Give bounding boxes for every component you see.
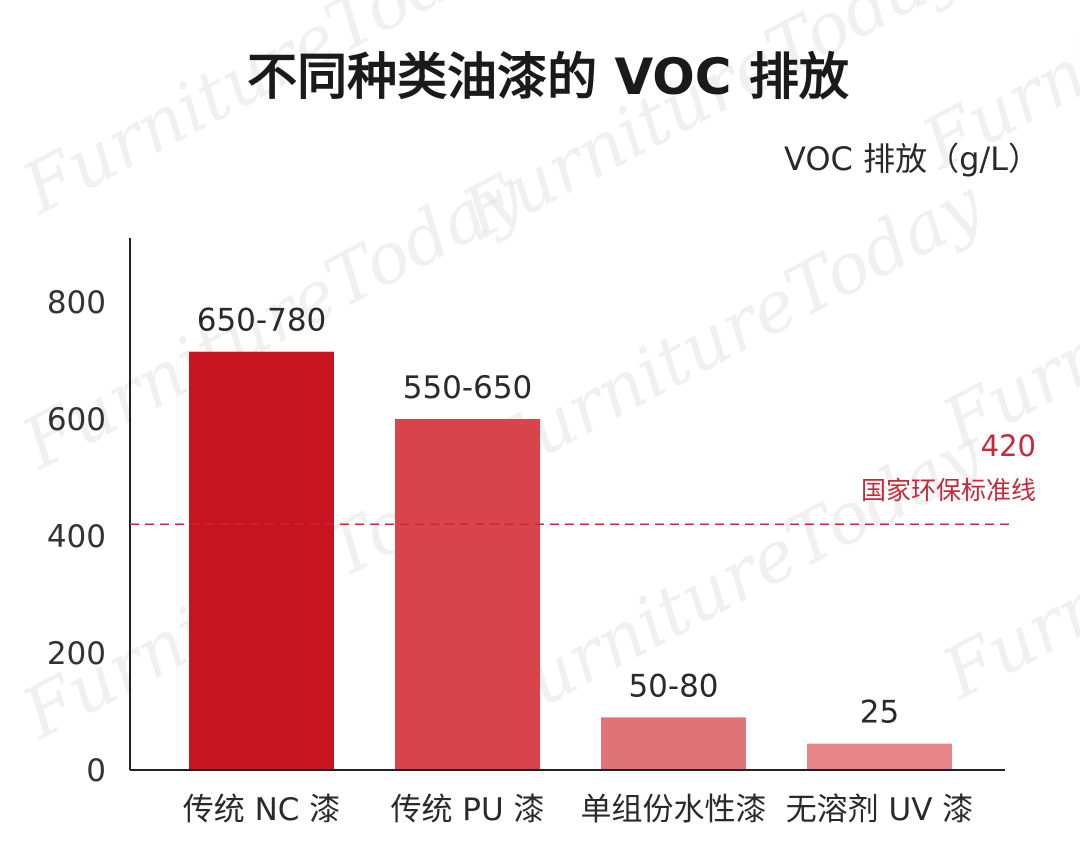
data-label: 550-650 [403, 370, 533, 406]
bar [395, 419, 540, 770]
x-category-label: 单组份水性漆 [581, 792, 767, 828]
y-tick-label: 600 [47, 402, 106, 438]
reference-line-label: 国家环保标准线 [861, 476, 1036, 505]
x-category-label: 传统 NC 漆 [183, 792, 341, 828]
y-axis-unit-label: VOC 排放（g/L） [784, 140, 1040, 178]
bar [189, 351, 334, 770]
reference-line-value: 420 [981, 429, 1036, 463]
y-tick-label: 800 [47, 285, 106, 321]
chart-title: 不同种类油漆的 VOC 排放 [247, 48, 849, 106]
y-tick-label: 400 [47, 519, 106, 555]
bar [601, 717, 746, 770]
x-category-label: 无溶剂 UV 漆 [786, 792, 974, 828]
y-tick-label: 200 [47, 636, 106, 672]
y-tick-label: 0 [86, 753, 106, 789]
data-label: 50-80 [628, 668, 718, 704]
plot-area: 0 200 400 600 800 650-780 传统 NC 漆 550-650 传统 PU … [47, 238, 1036, 828]
data-label: 650-780 [197, 303, 327, 339]
bar [807, 743, 952, 770]
data-label: 25 [860, 695, 899, 731]
x-category-label: 传统 PU 漆 [390, 792, 544, 828]
